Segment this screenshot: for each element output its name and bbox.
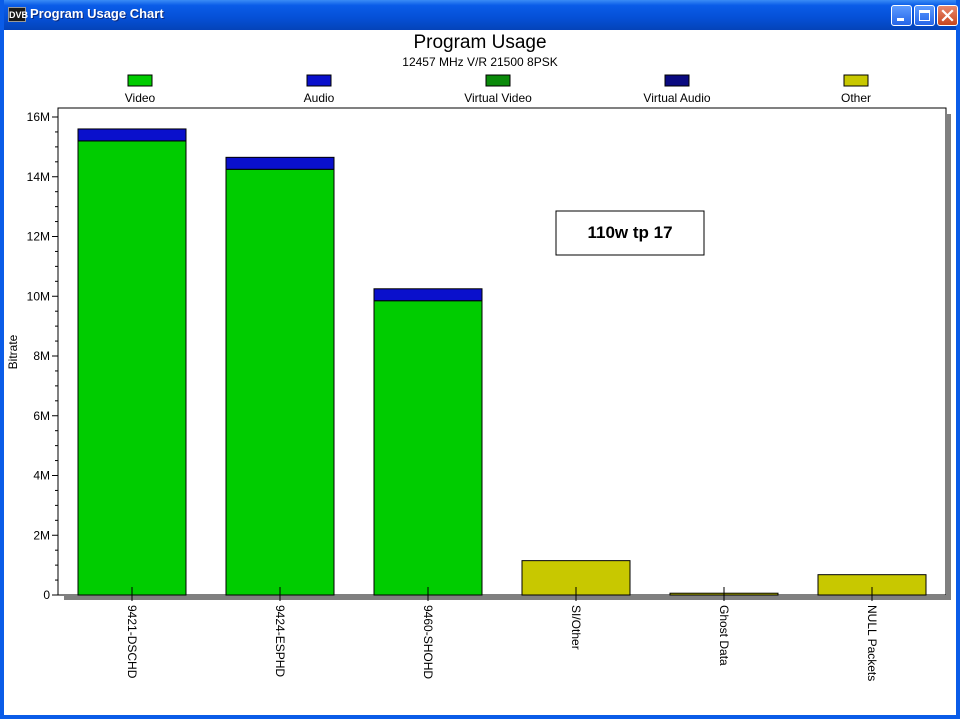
y-tick-label-4: 8M [33,349,50,363]
y-tick-label-5: 10M [27,289,50,303]
legend-swatch-3 [664,74,690,87]
bar-0-1 [77,128,187,142]
x-tick-label-2: 9460-SHOHD [421,605,435,679]
legend-swatch-2 [485,74,511,87]
annotation-box [555,210,705,256]
legend-label-2: Virtual Video [464,91,532,105]
close-icon [941,9,954,22]
legend-label-0: Video [125,91,156,105]
bar-2-1 [373,288,483,302]
close-button[interactable] [937,5,958,26]
y-tick-label-7: 14M [27,170,50,184]
y-axis: 0 2M 4M 6M 8M 10M 12M 14M 16M [27,110,58,602]
maximize-icon [919,10,930,21]
minimize-icon [897,18,904,21]
bars [77,128,927,596]
y-tick-label-0: 0 [43,588,50,602]
y-tick-label-3: 6M [33,409,50,423]
legend: Video Audio Virtual Video Virtual Audio Othe… [125,74,871,105]
x-tick-label-3: SI/Other [569,605,583,650]
x-tick-label-0: 9421-DSCHD [125,605,139,679]
plot-frame [57,107,947,596]
program-usage-chart: Program Usage 12457 MHz V/R 21500 8PSK V… [6,32,951,681]
y-tick-label-8: 16M [27,110,50,124]
y-tick-label-1: 2M [33,528,50,542]
window-title: Program Usage Chart [30,6,164,21]
bar-1-0 [225,168,335,596]
y-axis-label: Bitrate [6,334,20,369]
legend-swatch-4 [843,74,869,87]
bar-0-0 [77,140,187,596]
legend-swatch-1 [306,74,332,87]
y-tick-label-6: 12M [27,230,50,244]
annotation-text: 110w tp 17 [587,223,672,242]
bar-2-0 [373,300,483,596]
x-tick-label-1: 9424-ESPHD [273,605,287,677]
minimize-button[interactable] [891,5,912,26]
frame-shadow-right [946,114,951,598]
legend-label-1: Audio [304,91,335,105]
y-tick-label-2: 4M [33,469,50,483]
chart-title: Program Usage [413,32,546,53]
title-bar[interactable]: DVB Program Usage Chart [4,0,958,30]
x-tick-label-4: Ghost Data [717,605,731,666]
legend-label-3: Virtual Audio [643,91,710,105]
chart-area: Program Usage 12457 MHz V/R 21500 8PSK V… [4,30,956,715]
legend-label-4: Other [841,91,871,105]
x-tick-label-5: NULL Packets [865,605,879,681]
chart-subtitle: 12457 MHz V/R 21500 8PSK [402,55,557,69]
legend-swatch-0 [127,74,153,87]
bar-1-1 [225,156,335,170]
app-icon[interactable]: DVB [8,7,28,22]
x-axis: 9421-DSCHD 9424-ESPHD 9460-SHOHD SI/Other Gh… [125,587,879,681]
frame-shadow-bottom [64,595,951,600]
maximize-button[interactable] [914,5,935,26]
